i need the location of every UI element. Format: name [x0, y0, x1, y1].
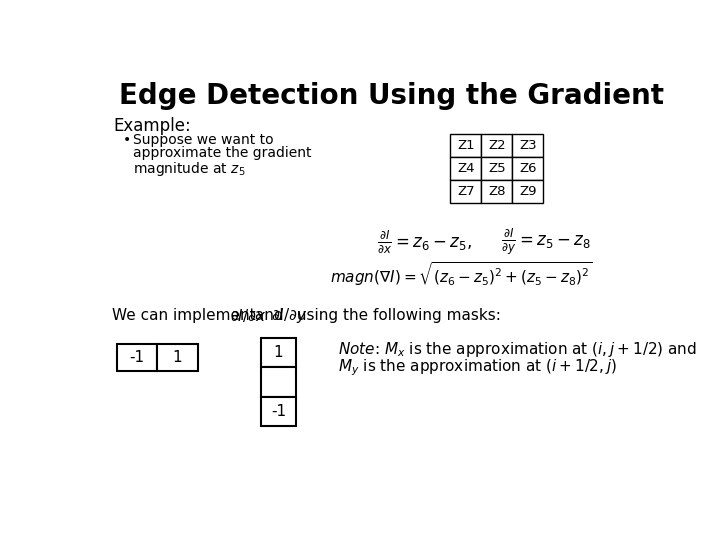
Bar [513, 134, 544, 157]
Bar [451, 180, 482, 204]
Text: Z6: Z6 [519, 162, 536, 176]
Text: Edge Detection Using the Gradient: Edge Detection Using the Gradient [120, 82, 665, 110]
Text: $magn(\nabla I) = \sqrt{(z_6 - z_5)^2 + (z_5 - z_8)^2}$: $magn(\nabla I) = \sqrt{(z_6 - z_5)^2 + … [330, 260, 593, 288]
Text: Z8: Z8 [488, 185, 505, 198]
Text: $\it{Note}$: $M_x$ is the approximation at $(i, j + 1/2)$ and: $\it{Note}$: $M_x$ is the approximation … [338, 340, 697, 360]
Text: Suppose we want to: Suppose we want to [132, 132, 274, 146]
Bar [261, 397, 296, 426]
Text: magnitude at $z_5$: magnitude at $z_5$ [132, 160, 245, 178]
Text: Z5: Z5 [488, 162, 505, 176]
Text: $\frac{\partial I}{\partial x} = z_6 - z_5,$: $\frac{\partial I}{\partial x} = z_6 - z… [377, 228, 472, 255]
Bar [482, 134, 513, 157]
Text: Z7: Z7 [457, 185, 474, 198]
Text: and: and [251, 308, 289, 322]
Text: Z1: Z1 [457, 139, 474, 152]
Text: Example:: Example: [113, 117, 191, 135]
Bar [482, 180, 513, 204]
Bar [513, 180, 544, 204]
Bar [261, 338, 296, 367]
Text: •: • [122, 132, 131, 146]
Text: We can implement: We can implement [112, 308, 260, 322]
Text: 1: 1 [274, 345, 283, 360]
Text: approximate the gradient: approximate the gradient [132, 146, 311, 160]
Text: -1: -1 [130, 350, 145, 365]
Text: Z3: Z3 [519, 139, 536, 152]
Text: -1: -1 [271, 404, 286, 419]
Bar [482, 157, 513, 180]
Text: $M_y$ is the approximation at $(i + 1/2, j)$: $M_y$ is the approximation at $(i + 1/2,… [338, 357, 617, 378]
Bar [261, 367, 296, 397]
Text: using the following masks:: using the following masks: [292, 308, 500, 322]
Text: $\partial I/\partial y$: $\partial I/\partial y$ [271, 306, 308, 325]
Text: $\frac{\partial I}{\partial y} = z_5 - z_8$: $\frac{\partial I}{\partial y} = z_5 - z… [500, 227, 590, 257]
Text: $\partial I/\partial x$: $\partial I/\partial x$ [230, 307, 266, 323]
Bar [117, 344, 158, 371]
Bar [513, 157, 544, 180]
Text: Z9: Z9 [519, 185, 536, 198]
Text: 1: 1 [173, 350, 182, 365]
Text: Z4: Z4 [457, 162, 474, 176]
Bar [451, 134, 482, 157]
Text: Z2: Z2 [488, 139, 505, 152]
Bar [158, 344, 198, 371]
Bar [451, 157, 482, 180]
